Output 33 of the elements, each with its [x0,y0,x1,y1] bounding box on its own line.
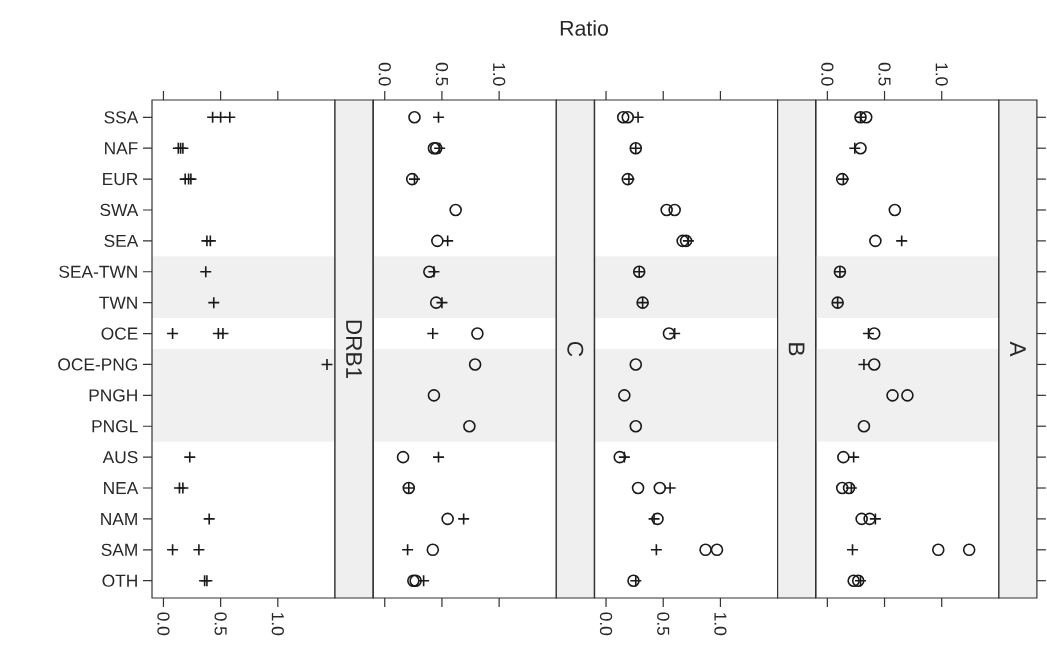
y-tick-label: NAM [101,512,137,525]
y-tick-label: PNGL [92,420,138,433]
y-tick-label: SEA [104,234,139,248]
y-tick-label: OCE-PNG [58,358,137,371]
x-tick-label: 1.0 [935,63,948,86]
x-tick-label: 0.0 [378,62,391,86]
text: B [788,343,805,356]
x-tick-label: 1.0 [714,613,727,636]
text: A [1010,341,1026,357]
y-tick-label: EUR [103,173,138,186]
x-tick-label: 1.0 [492,63,506,86]
y-tick-label: NAF [105,142,138,155]
x-axis-title: Ratio [560,20,608,36]
y-tick-label: SAM [101,543,137,556]
x-tick-label: 0.0 [599,612,613,636]
x-tick-label: 0.5 [435,62,449,86]
y-tick-label: SWA [100,203,139,217]
y-tick-label: TWN [99,296,137,309]
x-tick-label: 0.0 [157,612,170,636]
text: DRB1 [346,320,362,379]
y-tick-label: PNGH [89,389,137,402]
x-tick-label: 0.5 [657,612,670,636]
y-tick-label: NEA [104,482,139,494]
x-tick-label: 0.0 [821,62,834,86]
text: C [567,341,584,357]
y-tick-label: SSA [104,111,139,124]
x-tick-label: 1.0 [271,613,284,636]
y-tick-label: OTH [102,574,137,587]
x-tick-label: 0.5 [214,612,227,636]
x-tick-label: 0.5 [878,62,891,86]
y-tick-label: OCE [101,327,138,340]
y-tick-label: AUS [102,450,138,464]
y-tick-label: SEA-TWN [59,265,137,278]
